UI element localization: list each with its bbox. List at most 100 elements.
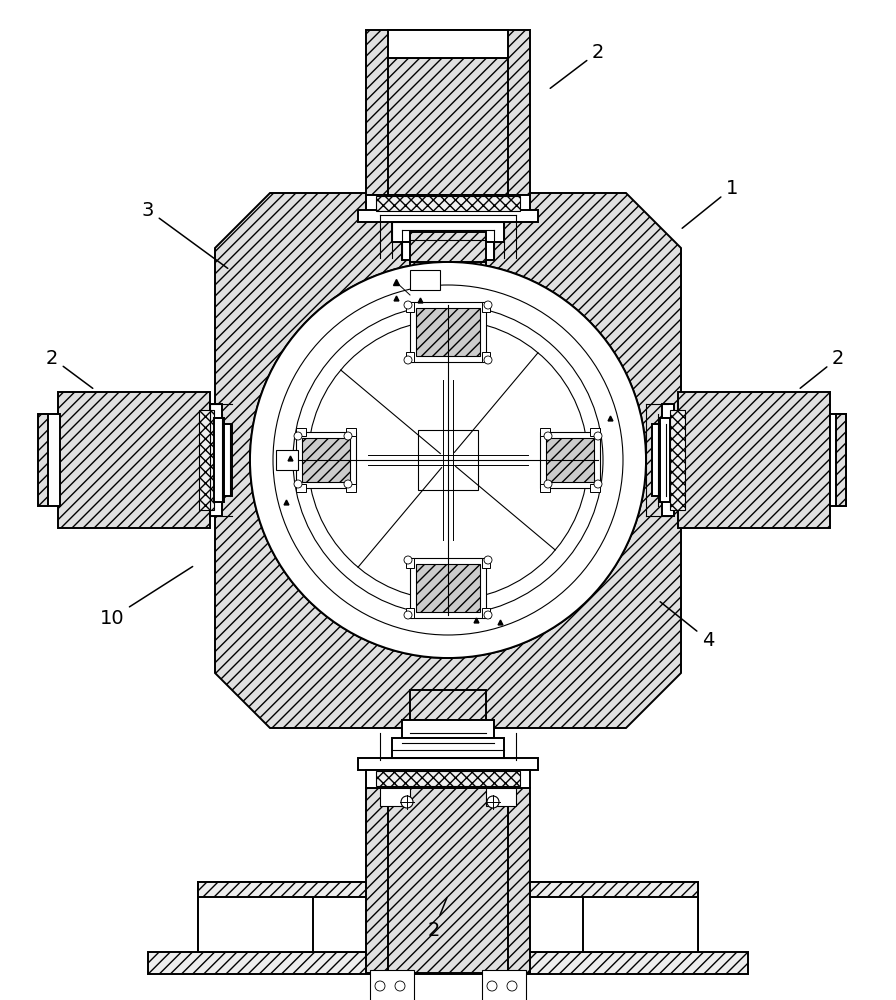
Circle shape [404, 611, 412, 619]
Bar [836, 414, 846, 506]
Circle shape [487, 796, 499, 808]
Bar [224, 424, 232, 496]
Bar [358, 758, 538, 770]
Bar [660, 418, 670, 502]
Bar [540, 484, 550, 492]
Circle shape [544, 432, 552, 440]
Bar [370, 970, 414, 1000]
Bar [678, 392, 830, 528]
Bar [662, 404, 674, 516]
Bar [148, 952, 748, 974]
Bar [58, 392, 210, 528]
Bar [392, 222, 504, 242]
Bar [590, 484, 600, 492]
Bar [482, 608, 490, 618]
Text: 1: 1 [682, 178, 738, 228]
Bar [388, 788, 508, 973]
Bar [302, 438, 350, 482]
Bar [406, 302, 414, 312]
Bar [358, 210, 538, 222]
Bar [200, 414, 212, 506]
Bar [296, 484, 306, 492]
Bar [406, 352, 414, 362]
Circle shape [294, 480, 302, 488]
Bar [410, 232, 486, 262]
Circle shape [484, 301, 492, 309]
Bar [410, 558, 486, 618]
Bar [410, 258, 486, 288]
Circle shape [404, 556, 412, 564]
Circle shape [484, 556, 492, 564]
Bar [482, 352, 490, 362]
Circle shape [404, 356, 412, 364]
Circle shape [594, 432, 602, 440]
Bar [366, 770, 530, 788]
Bar [406, 558, 414, 568]
Bar [590, 428, 600, 436]
Bar [44, 414, 60, 506]
Circle shape [484, 611, 492, 619]
Circle shape [270, 282, 626, 638]
Circle shape [484, 356, 492, 364]
Circle shape [250, 262, 646, 658]
Circle shape [401, 796, 413, 808]
Circle shape [594, 480, 602, 488]
Bar [410, 690, 486, 720]
Bar [366, 788, 530, 973]
Bar [198, 882, 313, 952]
Circle shape [250, 262, 646, 658]
Bar [482, 970, 526, 1000]
Bar [388, 30, 508, 58]
Text: 2: 2 [550, 42, 604, 88]
Bar [198, 882, 698, 952]
Circle shape [507, 981, 517, 991]
Circle shape [344, 480, 352, 488]
Text: 4: 4 [660, 602, 714, 650]
Bar [540, 432, 600, 488]
Bar [392, 738, 504, 758]
Bar [482, 302, 490, 312]
Bar [583, 882, 698, 952]
Bar [198, 882, 698, 897]
Bar [366, 195, 530, 213]
Bar [830, 414, 846, 506]
Bar [672, 414, 684, 506]
Bar [402, 242, 494, 260]
Bar [366, 30, 530, 195]
Bar [376, 196, 520, 211]
Circle shape [375, 981, 385, 991]
Circle shape [270, 282, 626, 638]
Circle shape [294, 432, 302, 440]
Bar [199, 410, 214, 510]
Bar [376, 771, 520, 786]
Bar [486, 788, 516, 806]
Bar [416, 564, 480, 612]
Text: 3: 3 [142, 200, 228, 268]
Text: 10: 10 [99, 566, 193, 628]
Circle shape [395, 981, 405, 991]
Circle shape [544, 480, 552, 488]
Bar [296, 432, 356, 488]
Bar [402, 720, 494, 738]
Bar [410, 270, 440, 290]
Bar [670, 410, 685, 510]
Bar [410, 302, 486, 362]
Bar [296, 428, 306, 436]
Circle shape [404, 301, 412, 309]
Bar [388, 58, 508, 195]
Bar [482, 558, 490, 568]
Bar [652, 424, 660, 496]
Text: 2: 2 [427, 898, 447, 940]
Text: 2: 2 [46, 349, 93, 388]
Bar [210, 404, 222, 516]
Bar [214, 418, 224, 502]
Bar [406, 608, 414, 618]
Circle shape [308, 320, 588, 600]
Polygon shape [215, 193, 681, 728]
Bar [416, 308, 480, 356]
Bar [276, 450, 298, 470]
Bar [418, 430, 478, 490]
Bar [540, 428, 550, 436]
Bar [380, 788, 410, 806]
Circle shape [293, 305, 603, 615]
